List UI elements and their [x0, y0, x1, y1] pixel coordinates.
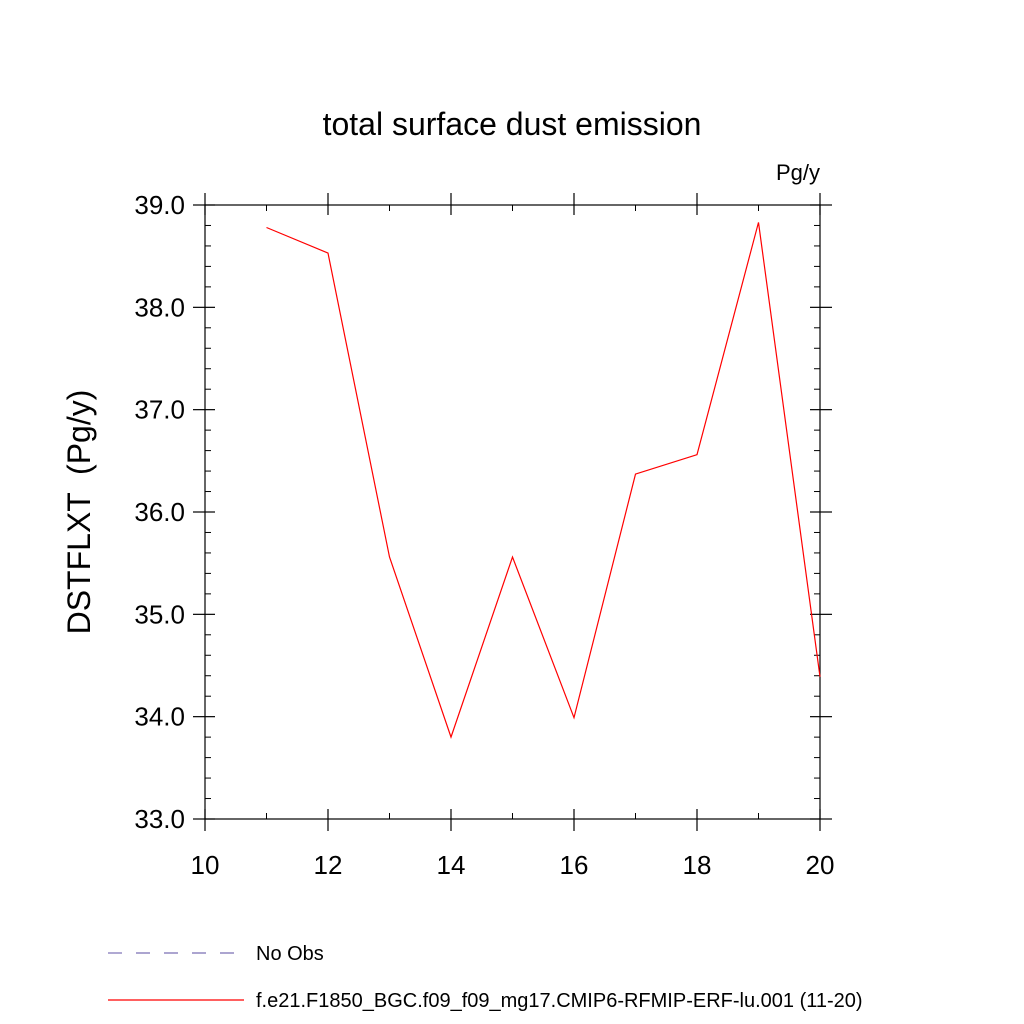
- x-tick-label: 16: [560, 850, 589, 880]
- legend-label-1: f.e21.F1850_BGC.f09_f09_mg17.CMIP6-RFMIP…: [256, 990, 863, 1012]
- y-tick-label: 39.0: [134, 190, 185, 220]
- y-tick-label: 38.0: [134, 292, 185, 322]
- y-tick-label: 35.0: [134, 599, 185, 629]
- chart-title: total surface dust emission: [323, 106, 702, 142]
- legend: No Obs f.e21.F1850_BGC.f09_f09_mg17.CMIP6…: [108, 943, 863, 1012]
- plot-area: 10 12 14 16 18 20 33.0 34.0 35.0 36.0 37.0 38.0 39.0: [134, 190, 834, 880]
- y-tick-label: 34.0: [134, 702, 185, 732]
- y-tick-label: 36.0: [134, 497, 185, 527]
- plot-frame: [204, 204, 821, 820]
- units-label: Pg/y: [776, 160, 820, 185]
- x-tick-label: 10: [191, 850, 220, 880]
- series-line-1: [266, 222, 821, 739]
- x-tick-label: 12: [314, 850, 343, 880]
- y-axis-label: DSTFLXT (Pg/y): [61, 390, 97, 635]
- y-tick-label: 33.0: [134, 804, 185, 834]
- x-tick-label: 14: [437, 850, 466, 880]
- legend-label-0: No Obs: [256, 943, 324, 965]
- x-tick-label: 18: [683, 850, 712, 880]
- y-tick-label: 37.0: [134, 395, 185, 425]
- x-tick-label: 20: [806, 850, 835, 880]
